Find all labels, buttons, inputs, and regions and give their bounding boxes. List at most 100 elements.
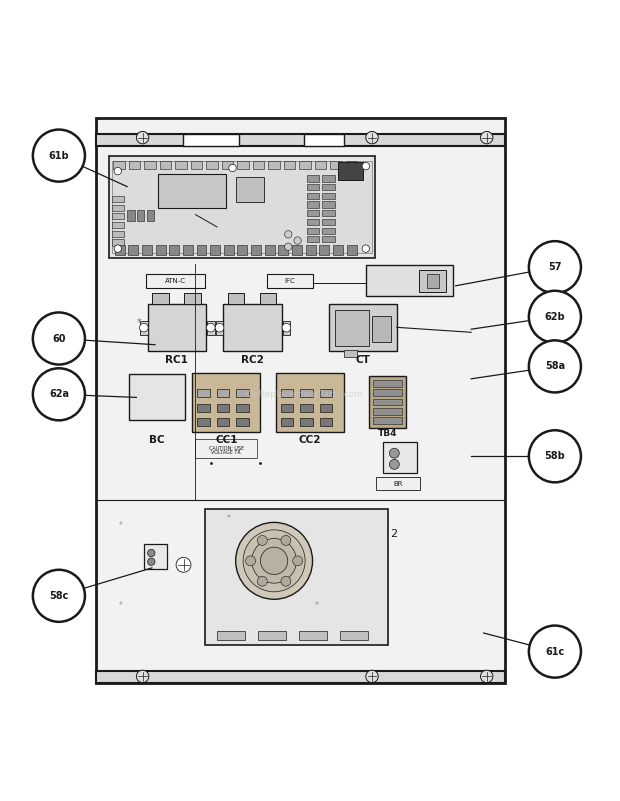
Circle shape <box>206 324 215 332</box>
FancyBboxPatch shape <box>207 320 215 335</box>
FancyBboxPatch shape <box>112 160 372 253</box>
Text: TB4: TB4 <box>378 429 397 438</box>
FancyBboxPatch shape <box>373 417 402 424</box>
Text: *: * <box>119 521 123 530</box>
FancyBboxPatch shape <box>129 374 185 421</box>
FancyBboxPatch shape <box>322 184 335 191</box>
Text: CT: CT <box>355 355 370 365</box>
FancyBboxPatch shape <box>319 245 329 255</box>
FancyBboxPatch shape <box>144 545 167 570</box>
FancyBboxPatch shape <box>224 245 234 255</box>
FancyBboxPatch shape <box>112 231 124 237</box>
FancyBboxPatch shape <box>340 631 368 641</box>
Circle shape <box>257 535 267 545</box>
Circle shape <box>366 131 378 144</box>
FancyBboxPatch shape <box>96 134 505 147</box>
Text: 57: 57 <box>548 262 562 272</box>
FancyBboxPatch shape <box>333 245 343 255</box>
Circle shape <box>140 324 148 332</box>
Circle shape <box>480 670 493 682</box>
FancyBboxPatch shape <box>146 274 205 288</box>
FancyBboxPatch shape <box>169 245 179 255</box>
FancyBboxPatch shape <box>183 134 239 147</box>
FancyBboxPatch shape <box>197 245 206 255</box>
FancyBboxPatch shape <box>322 236 335 243</box>
FancyBboxPatch shape <box>373 389 402 396</box>
FancyBboxPatch shape <box>300 404 313 412</box>
FancyBboxPatch shape <box>192 372 260 432</box>
FancyBboxPatch shape <box>140 320 148 335</box>
FancyBboxPatch shape <box>322 175 335 182</box>
FancyBboxPatch shape <box>322 210 335 216</box>
Circle shape <box>480 131 493 144</box>
FancyBboxPatch shape <box>283 320 290 335</box>
FancyBboxPatch shape <box>197 404 210 412</box>
FancyBboxPatch shape <box>307 210 319 216</box>
Text: *: * <box>137 318 142 328</box>
Text: 2: 2 <box>391 529 397 538</box>
FancyBboxPatch shape <box>210 245 220 255</box>
FancyBboxPatch shape <box>372 316 391 341</box>
FancyBboxPatch shape <box>373 380 402 387</box>
FancyBboxPatch shape <box>158 174 226 208</box>
FancyBboxPatch shape <box>338 162 363 180</box>
FancyBboxPatch shape <box>197 388 210 397</box>
FancyBboxPatch shape <box>237 160 249 169</box>
FancyBboxPatch shape <box>307 219 319 225</box>
FancyBboxPatch shape <box>96 671 505 682</box>
Circle shape <box>281 576 291 586</box>
FancyBboxPatch shape <box>222 160 233 169</box>
FancyBboxPatch shape <box>322 227 335 234</box>
Text: BR: BR <box>393 481 403 486</box>
FancyBboxPatch shape <box>160 160 171 169</box>
FancyBboxPatch shape <box>268 160 280 169</box>
FancyBboxPatch shape <box>184 293 201 304</box>
FancyBboxPatch shape <box>216 388 229 397</box>
FancyBboxPatch shape <box>347 245 356 255</box>
FancyBboxPatch shape <box>195 439 257 457</box>
FancyBboxPatch shape <box>112 213 124 219</box>
FancyBboxPatch shape <box>128 245 138 255</box>
FancyBboxPatch shape <box>197 418 210 426</box>
Text: RC1: RC1 <box>166 355 188 365</box>
Circle shape <box>215 324 224 332</box>
Circle shape <box>260 547 288 574</box>
FancyBboxPatch shape <box>281 404 293 412</box>
Circle shape <box>285 243 292 251</box>
Circle shape <box>529 340 581 392</box>
FancyBboxPatch shape <box>148 304 206 351</box>
FancyBboxPatch shape <box>346 160 357 169</box>
Text: ©eReplacementParts.com: ©eReplacementParts.com <box>244 390 363 399</box>
Circle shape <box>389 449 399 458</box>
FancyBboxPatch shape <box>278 245 288 255</box>
Circle shape <box>529 430 581 482</box>
FancyBboxPatch shape <box>307 193 319 199</box>
FancyBboxPatch shape <box>304 134 344 147</box>
FancyBboxPatch shape <box>320 388 332 397</box>
FancyBboxPatch shape <box>206 160 218 169</box>
FancyBboxPatch shape <box>216 320 223 335</box>
FancyBboxPatch shape <box>237 245 247 255</box>
FancyBboxPatch shape <box>127 210 135 221</box>
FancyBboxPatch shape <box>113 160 125 169</box>
Circle shape <box>176 557 191 572</box>
Circle shape <box>252 538 296 583</box>
FancyBboxPatch shape <box>236 404 249 412</box>
FancyBboxPatch shape <box>156 245 166 255</box>
FancyBboxPatch shape <box>137 210 144 221</box>
FancyBboxPatch shape <box>307 184 319 191</box>
FancyBboxPatch shape <box>373 408 402 415</box>
FancyBboxPatch shape <box>276 372 344 432</box>
Circle shape <box>148 558 155 566</box>
FancyBboxPatch shape <box>216 404 229 412</box>
FancyBboxPatch shape <box>366 265 453 296</box>
FancyBboxPatch shape <box>129 160 140 169</box>
Circle shape <box>366 670 378 682</box>
FancyBboxPatch shape <box>258 631 286 641</box>
FancyBboxPatch shape <box>112 204 124 211</box>
FancyBboxPatch shape <box>307 202 319 207</box>
FancyBboxPatch shape <box>300 418 313 426</box>
Text: 58c: 58c <box>49 591 69 601</box>
Text: 58a: 58a <box>545 361 565 372</box>
FancyBboxPatch shape <box>223 304 282 351</box>
